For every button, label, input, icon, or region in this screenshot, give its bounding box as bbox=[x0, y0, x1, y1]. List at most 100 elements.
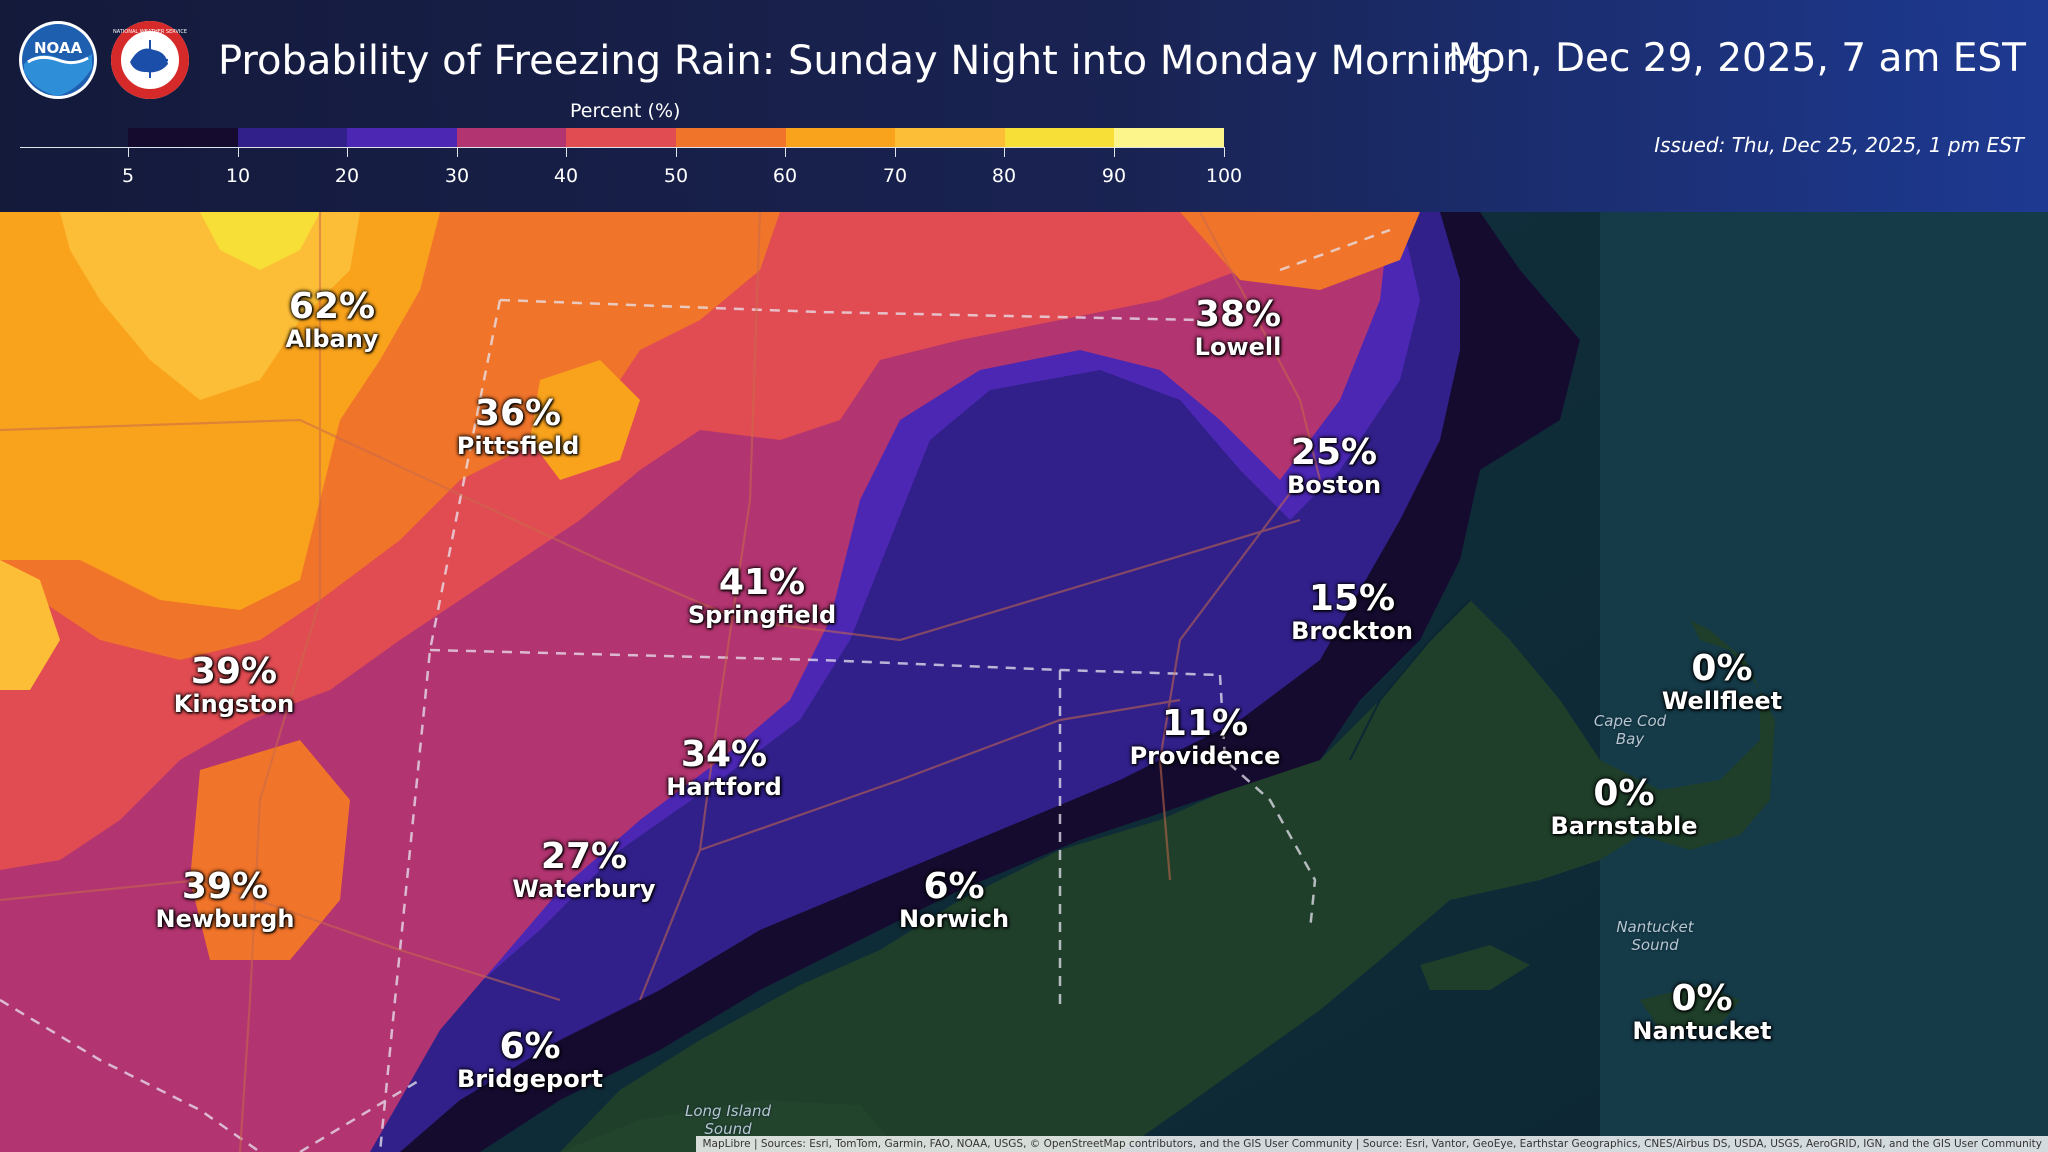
city-name: Nantucket bbox=[1632, 1017, 1772, 1045]
city-probability: 36% bbox=[474, 393, 562, 434]
city-probability: 39% bbox=[190, 651, 278, 692]
legend-tick-label: 30 bbox=[444, 165, 470, 187]
city-name: Hartford bbox=[666, 773, 782, 801]
legend-tick-label: 20 bbox=[334, 165, 360, 187]
legend-swatch bbox=[128, 128, 238, 148]
city-name: Norwich bbox=[898, 905, 1010, 933]
city-probability: 6% bbox=[923, 866, 985, 907]
legend-tick bbox=[238, 147, 239, 157]
city-probability: 38% bbox=[1194, 294, 1282, 335]
prob-band-70-80 bbox=[60, 212, 360, 400]
prob-band-west-yellow bbox=[0, 560, 60, 690]
legend-tick bbox=[1224, 147, 1225, 157]
prob-band-south-orange bbox=[190, 740, 350, 960]
legend-color-bar bbox=[128, 128, 1224, 148]
legend-swatch bbox=[1004, 128, 1115, 148]
legend-tick-label: 100 bbox=[1205, 165, 1243, 187]
legend-tick-label: 40 bbox=[553, 165, 579, 187]
city-probability: 27% bbox=[540, 836, 628, 877]
city-label-albany: 62% Albany bbox=[285, 288, 379, 353]
legend-title: Percent (%) bbox=[570, 100, 681, 122]
legend-swatch bbox=[1114, 128, 1224, 148]
city-label-lowell: 38% Lowell bbox=[1194, 294, 1282, 361]
nws-logo-icon[interactable]: NATIONAL WEATHER SERVICE bbox=[110, 20, 190, 100]
city-probability: 25% bbox=[1290, 432, 1378, 473]
legend-swatch bbox=[566, 128, 676, 148]
city-probability: 39% bbox=[181, 866, 269, 907]
city-label-wellfleet: 0% Wellfleet bbox=[1661, 648, 1783, 715]
city-label-pittsfield: 36% Pittsfield bbox=[456, 393, 580, 460]
state-borders bbox=[0, 228, 1391, 1152]
city-label-springfield: 41% Springfield bbox=[687, 562, 837, 629]
city-probability: 0% bbox=[1593, 773, 1655, 814]
legend-swatch bbox=[456, 128, 567, 148]
city-probability: 41% bbox=[718, 562, 806, 603]
city-label-kingston: 39% Kingston bbox=[173, 651, 295, 718]
page-title: Probability of Freezing Rain: Sunday Nig… bbox=[218, 38, 1493, 84]
legend-tick-label: 80 bbox=[991, 165, 1017, 187]
land-area bbox=[560, 600, 1775, 1152]
legend-tick bbox=[1114, 147, 1115, 157]
valid-time: Mon, Dec 29, 2025, 7 am EST bbox=[1447, 36, 2026, 81]
issued-time: Issued: Thu, Dec 25, 2025, 1 pm EST bbox=[1654, 133, 2024, 157]
legend-tick-label: 60 bbox=[772, 165, 798, 187]
city-name: Waterbury bbox=[512, 875, 656, 903]
city-label-nantucket: 0% Nantucket bbox=[1632, 978, 1772, 1045]
noaa-logo-text: NOAA bbox=[34, 39, 83, 57]
city-probability: 0% bbox=[1671, 978, 1733, 1019]
legend-tick-label: 10 bbox=[225, 165, 251, 187]
prob-band-60-70-east bbox=[530, 360, 640, 480]
city-label-waterbury: 27% Waterbury bbox=[512, 836, 656, 903]
city-label-hartford: 34% Hartford bbox=[666, 734, 782, 801]
legend-tick bbox=[566, 147, 567, 157]
city-label-bridgeport: 6% Bridgeport bbox=[457, 1026, 603, 1093]
noaa-logo-icon[interactable]: NOAA bbox=[18, 20, 98, 100]
city-probability: 15% bbox=[1308, 578, 1396, 619]
nws-logo-text: NATIONAL WEATHER SERVICE bbox=[113, 29, 187, 35]
legend-tick-label: 5 bbox=[121, 165, 135, 187]
legend-tick bbox=[895, 147, 896, 157]
city-name: Lowell bbox=[1194, 333, 1282, 361]
city-name: Kingston bbox=[173, 690, 295, 718]
legend-swatch bbox=[347, 128, 457, 148]
city-label-norwich: 6% Norwich bbox=[898, 866, 1010, 933]
coastline bbox=[1349, 599, 1471, 761]
legend-tick-label: 90 bbox=[1101, 165, 1127, 187]
city-name: Pittsfield bbox=[456, 432, 580, 460]
city-name: Brockton bbox=[1291, 617, 1413, 645]
legend-swatch bbox=[785, 128, 896, 148]
legend-tick bbox=[676, 147, 677, 157]
legend-swatch bbox=[237, 128, 348, 148]
legend-tick bbox=[785, 147, 786, 157]
city-name: Bridgeport bbox=[457, 1065, 603, 1093]
map-attribution[interactable]: MapLibre | Sources: Esri, TomTom, Garmin… bbox=[696, 1136, 2048, 1152]
nantucket-island bbox=[1640, 985, 1740, 1030]
map-header: NOAA NATIONAL WEATHER SERVICE Probabilit… bbox=[0, 0, 2048, 212]
city-name: Albany bbox=[285, 325, 379, 353]
legend-tick bbox=[347, 147, 348, 157]
legend-tick-label: 70 bbox=[882, 165, 908, 187]
marthas-vineyard-island bbox=[1420, 945, 1530, 990]
city-probability: 6% bbox=[499, 1026, 561, 1067]
legend-tick bbox=[457, 147, 458, 157]
prob-band-80-90 bbox=[200, 212, 320, 270]
city-name: Providence bbox=[1129, 742, 1281, 770]
city-label-providence: 11% Providence bbox=[1129, 703, 1281, 770]
city-name: Newburgh bbox=[155, 905, 295, 933]
legend-tick-label: 50 bbox=[663, 165, 689, 187]
city-name: Barnstable bbox=[1550, 812, 1698, 840]
legend-swatch bbox=[895, 128, 1005, 148]
prob-band-ne-orange bbox=[1180, 212, 1420, 290]
city-label-barnstable: 0% Barnstable bbox=[1550, 773, 1698, 840]
legend-baseline bbox=[20, 147, 1224, 148]
city-name: Boston bbox=[1286, 471, 1382, 499]
city-probability: 0% bbox=[1691, 648, 1753, 689]
city-label-newburgh: 39% Newburgh bbox=[155, 866, 295, 933]
water-label: Long Island Sound bbox=[685, 1102, 771, 1138]
city-probability: 11% bbox=[1161, 703, 1249, 744]
legend-tick bbox=[128, 147, 129, 157]
city-probability: 34% bbox=[680, 734, 768, 775]
city-name: Springfield bbox=[687, 601, 837, 629]
city-name: Wellfleet bbox=[1661, 687, 1783, 715]
water-label: Cape Cod Bay bbox=[1593, 712, 1667, 748]
